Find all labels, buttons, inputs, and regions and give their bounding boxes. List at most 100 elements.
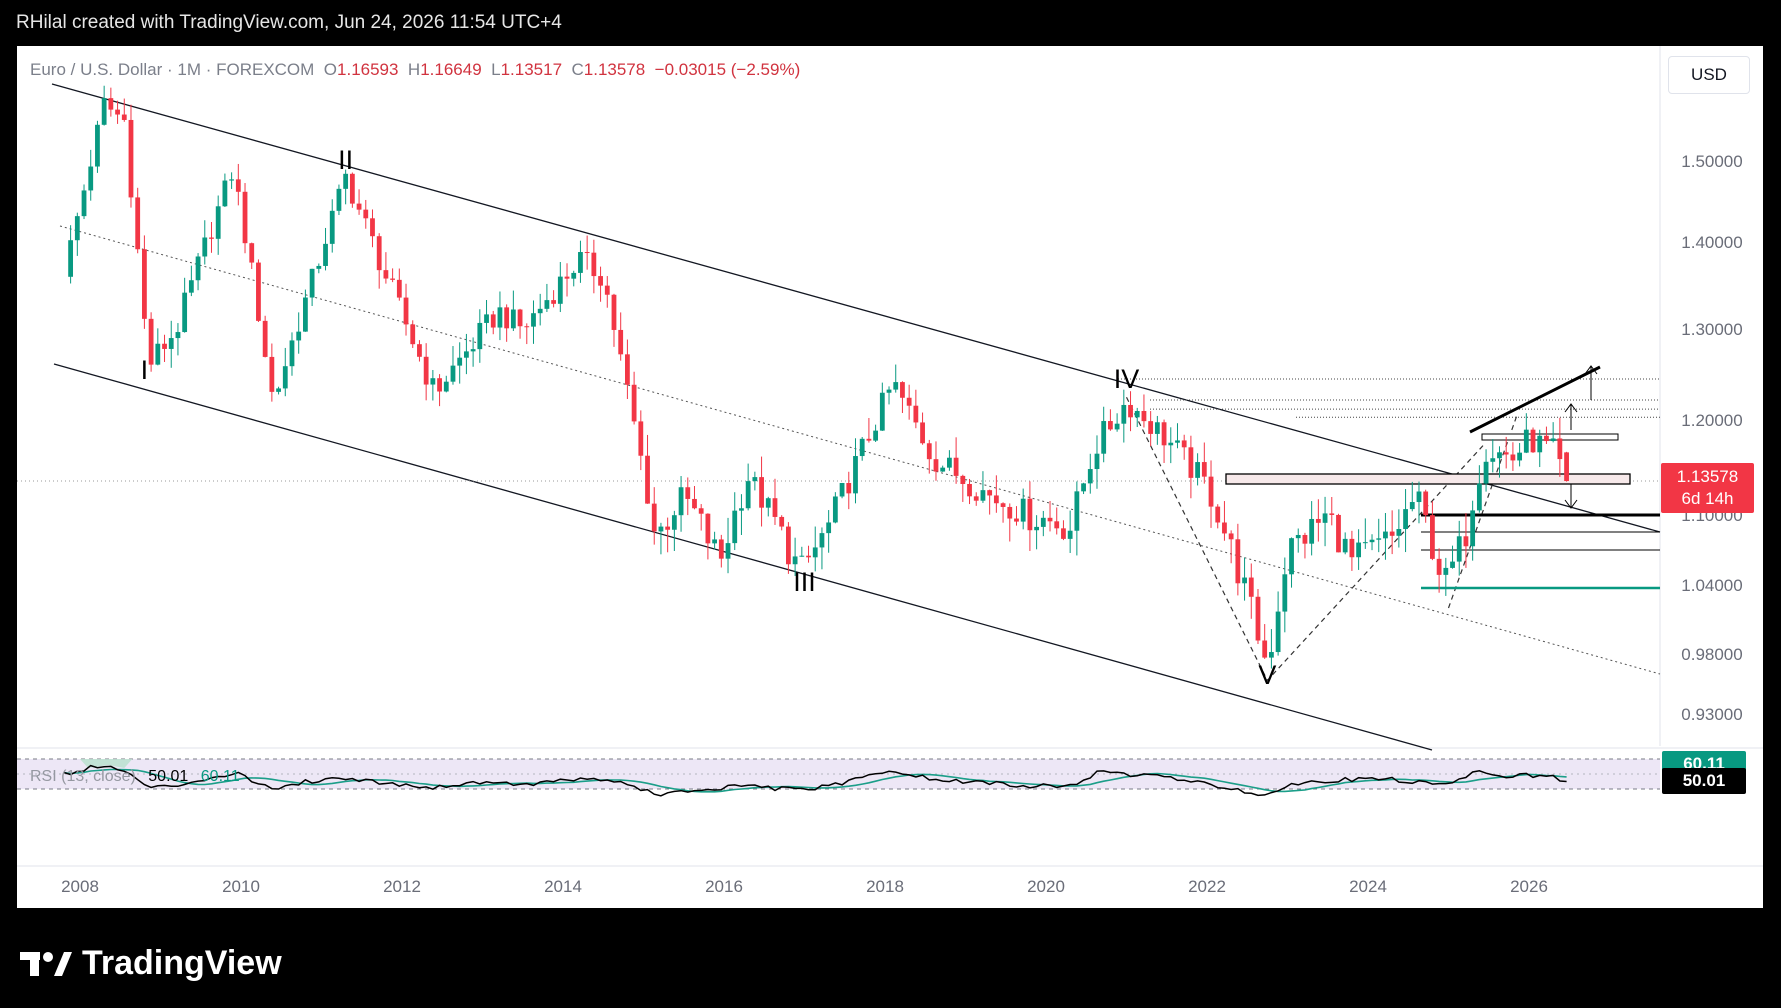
candle: [866, 418, 872, 443]
candle: [1141, 394, 1147, 428]
candle: [175, 323, 181, 356]
candle-body: [329, 210, 335, 244]
candle: [1564, 451, 1569, 482]
candle-body: [1161, 422, 1167, 446]
candle-body: [645, 455, 650, 504]
candle-body: [417, 344, 422, 357]
candle: [168, 320, 174, 368]
rsi-legend: RSI (13, close) 50.01 60.11: [30, 768, 240, 786]
candle: [68, 225, 74, 284]
candle: [712, 531, 718, 550]
candle-body: [1208, 476, 1214, 507]
candle: [1054, 507, 1060, 535]
candle: [685, 477, 691, 516]
candle-body: [1342, 538, 1348, 553]
candle: [557, 261, 563, 313]
candle-body: [1282, 574, 1288, 612]
candle: [162, 334, 167, 362]
candle-body: [692, 498, 697, 509]
candle: [517, 308, 523, 339]
candle-body: [289, 340, 295, 367]
candle-body: [1362, 542, 1368, 544]
candle: [269, 343, 275, 402]
candle: [222, 173, 228, 208]
price-tick-label: 0.98000: [1681, 645, 1742, 664]
candle-body: [1430, 515, 1435, 559]
candle: [692, 486, 697, 510]
candle: [1416, 481, 1422, 524]
candle-body: [349, 173, 355, 204]
candle: [839, 482, 845, 499]
candle-body: [973, 496, 979, 501]
candle: [242, 183, 248, 254]
candle-body: [128, 119, 134, 198]
candle-body: [625, 354, 630, 385]
change-value: −0.03015 (−2.59%): [654, 60, 801, 79]
candle: [1369, 534, 1375, 551]
candle-body: [1121, 404, 1127, 424]
price-tick-label: 1.20000: [1681, 411, 1742, 430]
candle: [464, 333, 469, 375]
candle: [873, 424, 879, 443]
candle: [1497, 446, 1502, 478]
candle: [752, 471, 758, 491]
candle-body: [1557, 438, 1563, 460]
candle-body: [725, 543, 731, 559]
candle-body: [1456, 536, 1462, 562]
wave-label-iv: IV: [1114, 364, 1140, 394]
candle-body: [1262, 640, 1268, 658]
candle: [1108, 409, 1113, 431]
candle-body: [671, 515, 677, 530]
candle-body: [450, 365, 456, 382]
candle: [658, 522, 664, 555]
rsi-value: 50.01: [148, 768, 189, 785]
tradingview-logo[interactable]: TradingView: [20, 944, 282, 983]
candle: [1114, 413, 1120, 432]
candle: [1302, 532, 1308, 559]
candle: [1222, 501, 1227, 541]
candle: [980, 471, 986, 503]
candle: [900, 381, 905, 413]
candle-body: [1497, 452, 1502, 459]
candle: [1476, 465, 1482, 513]
last-price: 1.13578: [1676, 467, 1739, 486]
candle: [618, 312, 624, 361]
candle-body: [886, 389, 892, 393]
candle: [88, 149, 94, 201]
candle: [1289, 537, 1294, 588]
candle: [973, 492, 979, 506]
candle: [853, 438, 858, 504]
resistance-box: [1481, 433, 1619, 441]
currency-button[interactable]: USD: [1668, 56, 1750, 94]
candle: [470, 337, 476, 367]
candle: [1175, 423, 1180, 449]
candle: [625, 339, 630, 400]
candle-body: [859, 438, 865, 457]
candle-body: [1329, 513, 1335, 515]
candle: [1295, 528, 1301, 553]
candle: [1503, 436, 1509, 469]
candle-body: [1014, 518, 1019, 522]
candle: [1000, 502, 1006, 523]
candle-body: [464, 351, 469, 358]
candle-body: [571, 272, 577, 279]
candle: [363, 199, 369, 229]
candle-body: [1544, 435, 1549, 442]
candle-body: [1128, 404, 1133, 418]
candle-body: [1000, 503, 1006, 507]
candle: [645, 434, 650, 504]
candle-body: [531, 313, 536, 327]
candle-body: [940, 467, 946, 472]
candle: [74, 212, 80, 256]
candle-body: [745, 481, 751, 509]
candle-body: [504, 307, 510, 329]
candle-body: [1436, 558, 1442, 575]
candle-body: [611, 294, 617, 330]
publisher-credit: RHilal created with TradingView.com, Jun…: [16, 12, 562, 33]
candle: [303, 289, 308, 332]
candle-body: [202, 237, 208, 257]
candle: [826, 510, 832, 553]
candle-body: [1141, 410, 1147, 422]
top-bar: RHilal created with TradingView.com, Jun…: [0, 0, 1781, 46]
